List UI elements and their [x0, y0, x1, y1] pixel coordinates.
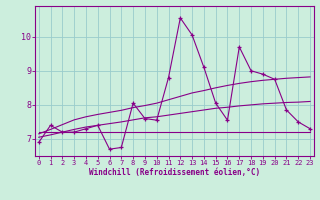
X-axis label: Windchill (Refroidissement éolien,°C): Windchill (Refroidissement éolien,°C): [89, 168, 260, 177]
